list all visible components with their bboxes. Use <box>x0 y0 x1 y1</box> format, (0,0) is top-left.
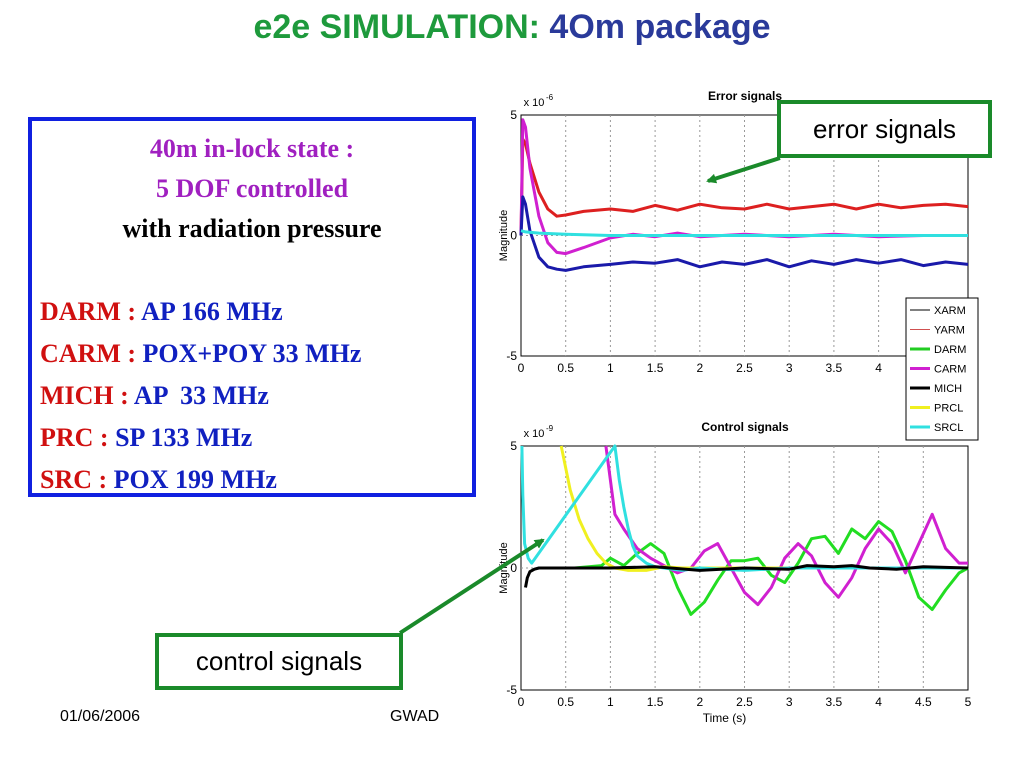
y-tick-label: 0 <box>510 561 517 575</box>
footer-code: GWAD <box>390 708 440 725</box>
x-tick-label: 0.5 <box>557 361 574 375</box>
legend-label: CARM <box>934 364 966 376</box>
dof-row-prc: PRC : SP 133 MHz <box>40 417 472 459</box>
control-signals-label: control signals <box>195 646 363 676</box>
series-line-3 <box>520 444 968 572</box>
x-tick-label: 2.5 <box>736 695 753 709</box>
y-tick-label: -5 <box>506 683 517 697</box>
x-tick-label: 3 <box>786 361 793 375</box>
x-tick-label: 2 <box>696 361 703 375</box>
x-tick-label: 3 <box>786 695 793 709</box>
y-axis-label: Magnitude <box>498 210 510 261</box>
legend-label: XARM <box>934 305 966 317</box>
dof-key: CARM : <box>40 339 137 368</box>
control-arrow <box>398 538 545 635</box>
series-line-0 <box>547 520 969 616</box>
dof-key: DARM : <box>40 297 137 326</box>
series-line-3 <box>520 229 968 237</box>
footer-date: 01/06/2006 <box>60 708 141 725</box>
dof-row-darm: DARM : AP 166 MHz <box>40 291 472 333</box>
dof-value: POX 199 MHz <box>113 465 277 494</box>
lock-state-box: 40m in-lock state : 5 DOF controlled wit… <box>28 117 476 497</box>
dof-value: AP 33 MHz <box>133 381 269 410</box>
scale-exponent: -6 <box>546 93 554 102</box>
y-tick-label: 5 <box>510 439 517 453</box>
error-arrow <box>706 156 781 184</box>
series-line-4 <box>524 564 969 588</box>
dof-row-mich: MICH : AP 33 MHz <box>40 375 472 417</box>
dof-key: SRC : <box>40 465 108 494</box>
legend-box <box>905 297 979 441</box>
dof-row-src: SRC : POX 199 MHz <box>40 459 472 501</box>
title-part-2: 4Om package <box>549 8 771 46</box>
error-signals-callout: error signals <box>777 100 992 158</box>
x-tick-label: 3.5 <box>826 695 843 709</box>
legend-label: MICH <box>934 383 962 395</box>
legend-label: SRCL <box>934 422 963 434</box>
x-tick-label: 2 <box>696 695 703 709</box>
dof-value: SP 133 MHz <box>115 423 253 452</box>
x-tick-label: 1.5 <box>647 361 664 375</box>
legend-label: PRCL <box>934 403 963 415</box>
chart-title: Error signals <box>708 89 782 103</box>
y-axis-label: Magnitude <box>498 542 510 593</box>
scale-label: x 10 <box>524 428 545 440</box>
dof-controlled: 5 DOF controlled <box>155 174 349 203</box>
x-tick-label: 5 <box>965 695 972 709</box>
y-tick-label: 0 <box>510 229 517 243</box>
x-tick-label: 4 <box>875 361 882 375</box>
series-line-2 <box>519 195 969 272</box>
slide-title: e2e SIMULATION: 4Om package <box>0 8 1024 47</box>
series-line-1 <box>604 445 968 607</box>
x-tick-label: 0 <box>518 695 525 709</box>
y-tick-label: 5 <box>510 108 517 122</box>
x-tick-label: 2.5 <box>736 361 753 375</box>
x-axis-label: Time (s) <box>703 711 747 725</box>
scale-exponent: -9 <box>546 424 554 433</box>
radiation-pressure-note: with radiation pressure <box>122 214 382 243</box>
x-tick-label: 0.5 <box>557 695 574 709</box>
lock-state-heading: 40m in-lock state : <box>149 134 355 163</box>
legend-label: DARM <box>934 344 966 356</box>
control-signals-callout: control signals <box>155 633 403 690</box>
error-signals-label: error signals <box>812 114 957 144</box>
x-tick-label: 4.5 <box>915 695 932 709</box>
dof-row-carm: CARM : POX+POY 33 MHz <box>40 333 472 375</box>
x-tick-label: 3.5 <box>826 361 843 375</box>
dof-key: MICH : <box>40 381 129 410</box>
y-tick-label: -5 <box>506 349 517 363</box>
plot-area <box>520 445 969 691</box>
series-line-2 <box>559 445 968 572</box>
title-part-1: e2e SIMULATION: <box>253 8 540 46</box>
chart-title: Control signals <box>701 420 789 434</box>
x-tick-label: 1 <box>607 695 614 709</box>
scale-label: x 10 <box>524 97 545 109</box>
dof-value: AP 166 MHz <box>141 297 283 326</box>
dof-value: POX+POY 33 MHz <box>142 339 362 368</box>
x-tick-label: 0 <box>518 361 525 375</box>
dof-key: PRC : <box>40 423 109 452</box>
x-tick-label: 1 <box>607 361 614 375</box>
legend-label: YARM <box>934 325 965 337</box>
x-tick-label: 1.5 <box>647 695 664 709</box>
x-tick-label: 4 <box>875 695 882 709</box>
